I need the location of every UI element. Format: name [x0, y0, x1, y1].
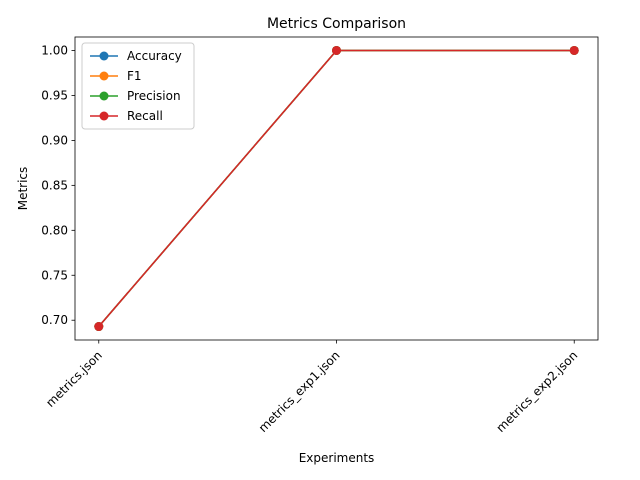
data-point [569, 45, 579, 55]
chart-title: Metrics Comparison [267, 16, 406, 32]
y-tick-label: 0.70 [41, 313, 68, 327]
legend-item: Recall [90, 109, 163, 123]
x-tick-label: metrics_exp2.json [494, 348, 581, 435]
legend-item: F1 [90, 69, 142, 83]
legend-box [81, 42, 195, 130]
y-tick-label: 0.85 [41, 178, 68, 192]
series-group [94, 45, 579, 332]
legend: Accuracy F1 Precision Recall [81, 42, 195, 130]
data-point [332, 45, 341, 55]
x-tick-label: metrics.json [43, 348, 105, 410]
data-point [94, 322, 104, 332]
y-axis: 0.70 0.75 0.80 0.85 0.90 0.95 1.00 [41, 43, 75, 327]
y-tick-label: 0.80 [41, 223, 68, 237]
legend-label: Precision [127, 89, 181, 103]
legend-label: F1 [127, 69, 142, 83]
x-axis: metrics.json metrics_exp1.json metrics_exp… [43, 340, 580, 435]
legend-item: Accuracy [90, 49, 182, 63]
y-tick-label: 0.90 [41, 133, 68, 147]
legend-label: Accuracy [127, 49, 182, 63]
legend-item: Precision [90, 89, 181, 103]
y-tick-label: 0.95 [41, 88, 68, 102]
x-axis-label: Experiments [299, 451, 375, 465]
series-recall [94, 45, 579, 332]
y-tick-label: 0.75 [41, 268, 68, 282]
legend-label: Recall [127, 109, 163, 123]
plot-frame [74, 36, 599, 341]
x-tick-label: metrics_exp1.json [256, 348, 343, 435]
y-axis-label: Metrics [16, 167, 30, 211]
y-tick-label: 1.00 [41, 43, 68, 57]
